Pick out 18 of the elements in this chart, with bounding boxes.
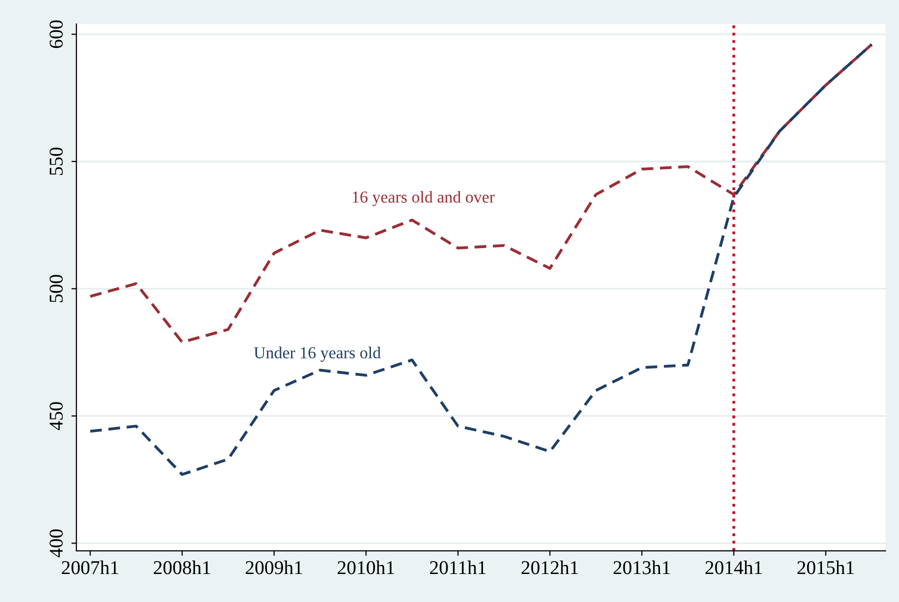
y-tick-label: 450 (50, 402, 63, 430)
x-tick-label: 2009h1 (246, 560, 302, 574)
x-tick-label: 2010h1 (338, 560, 394, 574)
x-tick-label: 2012h1 (522, 560, 578, 574)
series-label: 16 years old and over (352, 190, 495, 206)
y-tick-label: 500 (50, 274, 63, 302)
x-tick-label: 2007h1 (62, 560, 118, 574)
y-tick-label: 600 (50, 20, 63, 48)
series-label: Under 16 years old (254, 346, 381, 362)
x-tick-label: 2015h1 (797, 560, 854, 574)
line-series (88, 43, 874, 476)
line-series (88, 43, 874, 344)
x-tick-label: 2008h1 (154, 560, 210, 574)
y-tick-label: 400 (50, 529, 63, 558)
x-tick-label: 2014h1 (705, 560, 762, 574)
x-tick-label: 2011h1 (430, 560, 486, 574)
x-tick-label: 2013h1 (614, 560, 670, 574)
y-tick-label: 550 (50, 148, 63, 175)
